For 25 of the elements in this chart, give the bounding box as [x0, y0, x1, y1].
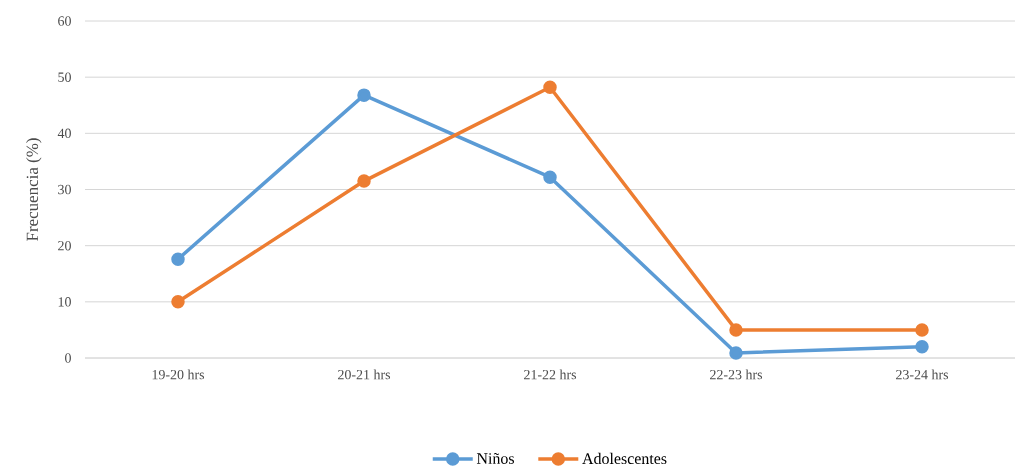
point [357, 174, 371, 188]
x-tick-label: 21-22 hrs [524, 369, 577, 380]
point [171, 295, 185, 309]
point [543, 80, 557, 95]
x-tick-label: 20-21 hrs [338, 369, 391, 380]
y-tick-label: 0 [65, 353, 71, 363]
y-tick-label: 60 [58, 16, 71, 26]
x-tick-label: 22-23 hrs [710, 369, 763, 380]
point [543, 170, 557, 184]
point [357, 88, 371, 102]
point [729, 323, 743, 337]
point [171, 252, 185, 266]
x-tick-label: 23-24 hrs [896, 369, 949, 380]
x-tick-label: 19-20 hrs [152, 369, 205, 380]
y-tick-label: 40 [57, 128, 71, 139]
y-tick-label: 30 [58, 184, 71, 195]
point [915, 323, 929, 337]
point [729, 346, 743, 360]
point [915, 340, 929, 354]
y-tick-label: 10 [58, 297, 71, 307]
y-tick-label: 50 [58, 72, 71, 82]
y-axis-title: Frecuencia (%) [26, 138, 42, 241]
y-tick-label: 20 [58, 240, 71, 251]
legend-label: Adolescentes [582, 452, 667, 465]
legend-label: Niños [476, 452, 514, 464]
